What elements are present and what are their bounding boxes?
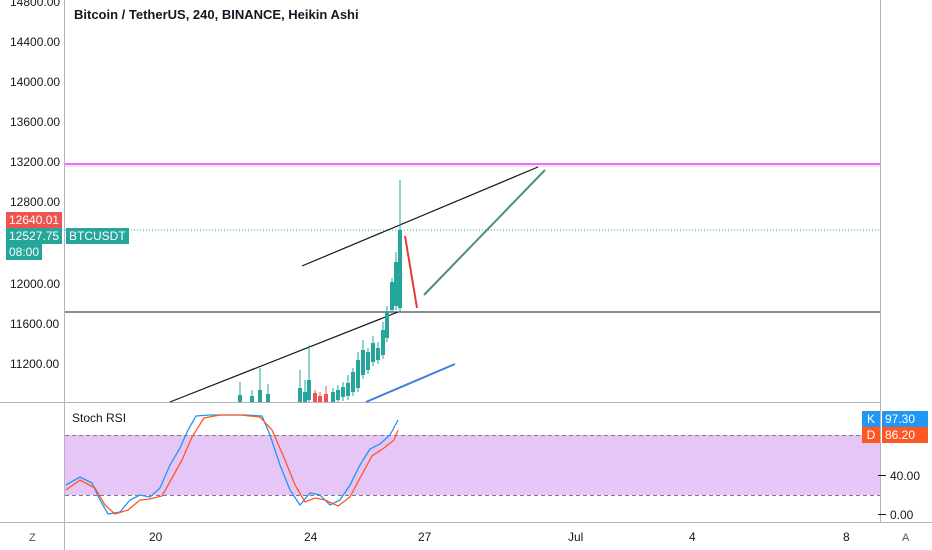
lower-channel-line [169,311,399,403]
blue-trend-line [365,363,456,403]
time-tick: Jul [568,530,584,544]
d-label-badge: D [862,427,880,443]
last-price-badge: 12527.75 [6,228,63,244]
time-tick: 27 [418,530,432,544]
candle-body [371,343,375,362]
candle-body [313,393,317,402]
candle-body [376,348,380,360]
indicator-tick [878,475,886,476]
stoch-d-line [65,414,399,515]
indicator-title[interactable]: Stoch RSI [72,411,127,425]
candle-body [346,383,350,396]
candle-body [361,350,365,375]
candle-body [307,380,311,400]
candle-body [336,390,340,400]
d-value-badge: 86.20 [882,427,928,443]
candle-body [390,282,394,310]
candle-body [266,394,270,402]
price-tick: 11200.00 [10,357,60,371]
price-tick: 14400.00 [10,35,61,49]
candle-body [341,387,345,397]
candle-body [331,392,335,402]
countdown-badge: 08:00 [6,244,43,260]
upper-channel-line [301,166,539,267]
candle-body [356,360,360,388]
symbol-badge: BTCUSDT [66,228,129,244]
chart-title: Bitcoin / TetherUS, 240, BINANCE, Heikin… [74,7,359,22]
time-tick: 4 [689,530,696,544]
k-label-badge: K [862,411,880,427]
indicator-tick-label: 0.00 [890,508,914,522]
candle-body [298,388,302,402]
projection-line [423,169,546,296]
candle-body [303,392,307,402]
price-tick: 14000.00 [10,75,61,89]
time-tick: 20 [149,530,163,544]
drop-line [404,235,418,309]
auto-scale-button[interactable]: A [902,532,910,544]
candle-body [324,394,328,402]
high-price-badge: 12640.01 [6,212,63,228]
k-value-badge: 97.30 [882,411,928,427]
candle-body [258,390,262,402]
candle-body [238,395,242,402]
candle-body [385,312,389,338]
candle-body [394,262,398,306]
price-tick: 11600.00 [10,317,60,331]
candle-body [398,230,402,308]
candles [238,180,402,402]
candle-body [250,396,254,402]
price-tick: 12800.00 [10,195,61,209]
price-tick: 14800.00 [10,0,61,9]
indicator-tick [878,514,886,515]
candle-body [351,372,355,392]
price-tick: 13600.00 [10,115,61,129]
candle-body [381,330,385,355]
time-tick: 8 [843,530,850,544]
price-tick: 12000.00 [10,277,61,291]
stoch-rsi-band [65,435,880,495]
indicator-tick-label: 40.00 [890,469,921,483]
candle-body [318,396,322,402]
price-tick: 13200.00 [10,155,61,169]
candle-body [366,352,370,370]
zoom-button[interactable]: Z [29,532,36,544]
time-tick: 24 [304,530,318,544]
